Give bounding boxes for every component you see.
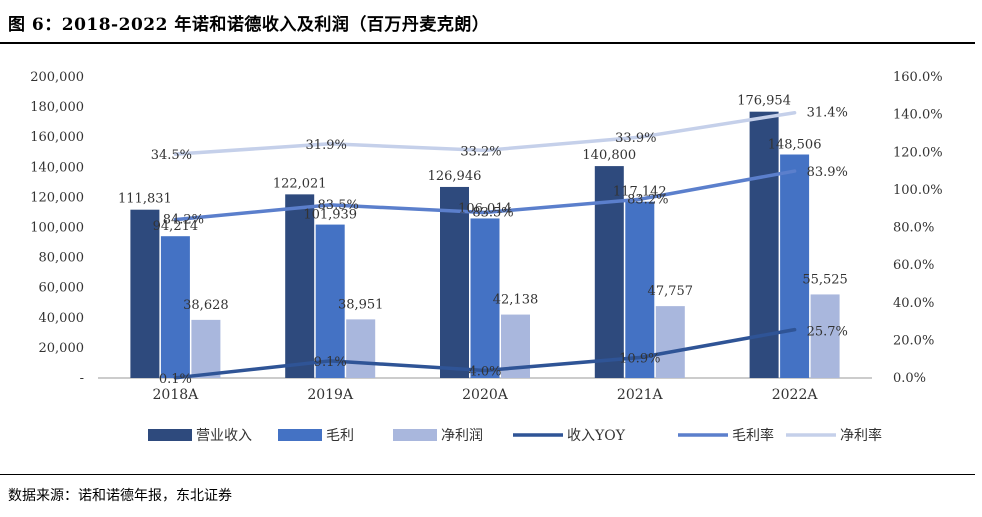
net-profit-bar: [810, 294, 840, 378]
net-profit-data-label: 38,951: [338, 297, 384, 312]
right-axis-tick-label: 120.0%: [893, 145, 943, 160]
left-axis-tick-label: 160,000: [30, 130, 84, 145]
revenue-yoy-label: 0.1%: [159, 372, 192, 387]
net-margin-label: 31.4%: [807, 106, 848, 121]
revenue-bar: [130, 209, 160, 378]
category-label: 2020A: [462, 387, 509, 403]
net-margin-label: 33.2%: [460, 144, 501, 159]
gross-profit-bar: [315, 224, 345, 378]
gross-profit-data-label: 101,939: [303, 208, 357, 223]
left-axis-tick-label: 180,000: [30, 100, 84, 115]
figure-source: 数据来源：诺和诺德年报，东北证券: [8, 488, 232, 504]
gross-profit-bar: [780, 154, 810, 378]
gross-margin-label: 83.5%: [318, 198, 359, 213]
net-profit-bar: [346, 319, 376, 378]
legend-label: 净利率: [840, 427, 882, 444]
left-axis-tick-label: 80,000: [39, 251, 85, 266]
net-profit-bar: [191, 319, 221, 378]
revenue-yoy-label: 25.7%: [807, 325, 848, 340]
revenue-yoy-label: 10.9%: [619, 351, 660, 366]
legend-swatch: [148, 429, 192, 441]
revenue-data-label: 122,021: [273, 176, 327, 191]
gross-profit-data-label: 94,214: [153, 219, 199, 234]
revenue-yoy-label: 9.1%: [314, 355, 347, 370]
gross-profit-data-label: 148,506: [768, 137, 822, 152]
left-axis-tick-label: 120,000: [30, 190, 84, 205]
revenue-yoy-line: [173, 327, 797, 380]
revenue-data-label: 176,954: [737, 94, 791, 109]
left-axis-tick-label: -: [80, 371, 84, 386]
revenue-data-label: 140,800: [582, 148, 636, 163]
combo-chart: - 20,000 40,000 60,000 80,000 100,000 120,000 1…: [30, 70, 943, 444]
right-axis-tick-label: 140.0%: [893, 108, 943, 123]
net-profit-data-label: 42,138: [493, 293, 539, 308]
figure-title: 图 6：2018-2022 年诺和诺德收入及利润（百万丹麦克朗）: [8, 15, 490, 35]
legend-label: 毛利: [326, 428, 354, 444]
gross-margin-label: 83.5%: [472, 205, 513, 220]
category-label: 2018A: [153, 387, 200, 403]
legend-swatch: [393, 429, 437, 441]
net-margin-label: 31.9%: [306, 138, 347, 153]
gross-margin-line: [173, 169, 797, 222]
legend-label: 净利润: [441, 428, 483, 444]
title-rule: [0, 42, 975, 44]
gross-profit-bar: [625, 201, 655, 378]
legend-label: 营业收入: [196, 428, 252, 444]
right-axis-tick-label: 100.0%: [893, 183, 943, 198]
left-axis-tick-label: 100,000: [30, 221, 84, 236]
legend-label: 收入YOY: [567, 428, 626, 444]
legend-label: 毛利率: [732, 427, 774, 444]
category-label: 2021A: [617, 387, 664, 403]
gross-margin-label: 84.2%: [163, 213, 204, 228]
revenue-yoy-label: 4.0%: [468, 364, 501, 379]
category-label: 2019A: [307, 387, 354, 403]
gross-margin-label: 83.9%: [807, 165, 848, 180]
gross-profit-data-label: 106,014: [458, 201, 512, 216]
revenue-bar: [440, 186, 469, 378]
revenue-bar: [285, 194, 315, 378]
net-profit-data-label: 38,628: [183, 298, 229, 313]
right-axis-tick-label: 80.0%: [893, 221, 934, 236]
left-axis-tick-label: 140,000: [30, 160, 84, 175]
right-axis-tick-label: 20.0%: [893, 333, 934, 348]
right-axis-tick-label: 40.0%: [893, 296, 934, 311]
gross-profit-bar: [470, 218, 500, 378]
revenue-data-label: 111,831: [118, 192, 172, 207]
net-margin-line: [173, 110, 797, 156]
source-rule: [0, 474, 975, 475]
net-margin-label: 34.5%: [151, 148, 192, 163]
revenue-data-label: 126,946: [428, 169, 482, 184]
right-axis-tick-label: 60.0%: [893, 258, 934, 273]
category-label: 2022A: [772, 387, 819, 403]
left-axis-tick-label: 20,000: [39, 341, 85, 356]
net-profit-bar: [655, 306, 685, 378]
net-profit-data-label: 55,525: [802, 272, 848, 287]
right-axis-tick-label: 160.0%: [893, 70, 943, 85]
gross-profit-data-label: 117,142: [613, 185, 667, 200]
net-margin-label: 33.9%: [615, 131, 656, 146]
right-axis-tick-label: 0.0%: [893, 371, 926, 386]
legend-swatch: [278, 429, 322, 441]
net-profit-data-label: 47,757: [648, 284, 694, 299]
gross-profit-bar: [160, 236, 190, 378]
left-axis-tick-label: 40,000: [39, 311, 85, 326]
left-axis-tick-label: 200,000: [30, 70, 84, 85]
gross-margin-label: 83.2%: [627, 192, 668, 207]
left-axis-tick-label: 60,000: [39, 281, 85, 296]
